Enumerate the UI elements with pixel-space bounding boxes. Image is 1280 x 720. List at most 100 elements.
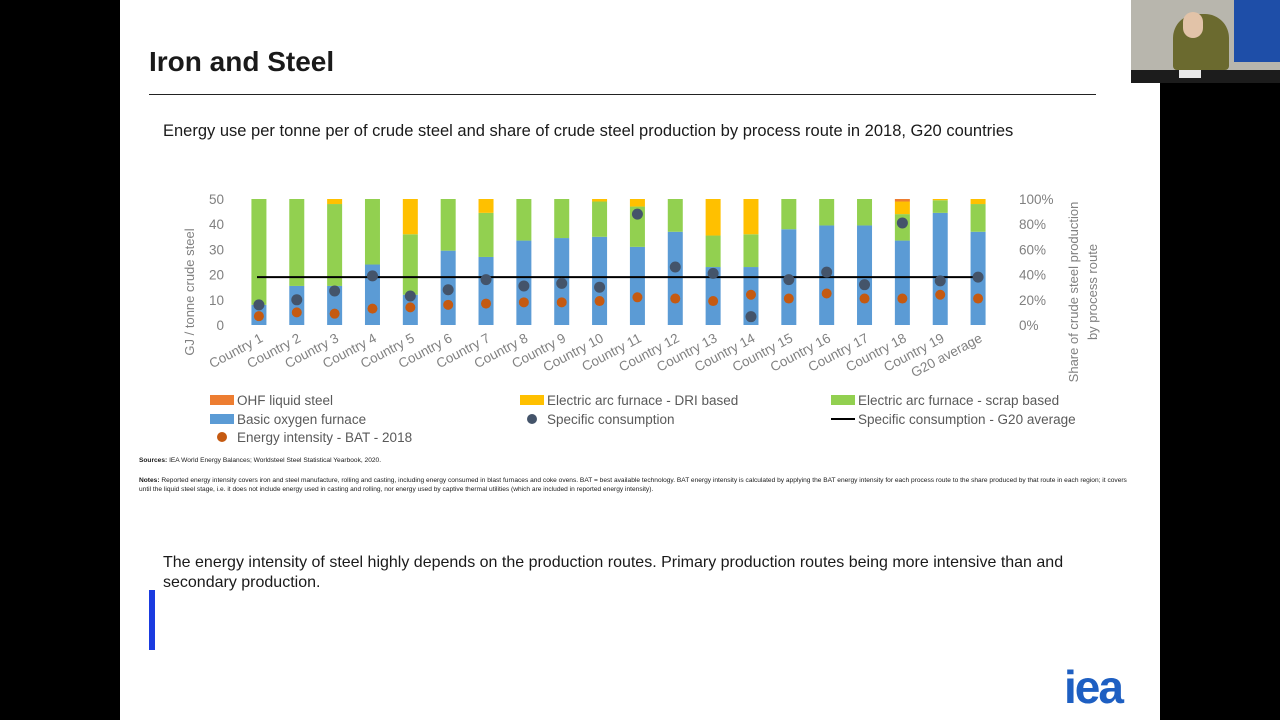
- bar-segment: [402, 234, 418, 295]
- bar-segment: [705, 267, 721, 325]
- y2-axis-title-line1: Share of crude steel production: [1066, 202, 1081, 383]
- bat-intensity-point: [594, 296, 605, 307]
- bar-segment: [289, 199, 305, 286]
- bat-intensity-point: [556, 297, 567, 308]
- sources-note: Sources: IEA World Energy Balances; Worl…: [139, 457, 381, 464]
- specific-consumption-point: [518, 280, 530, 292]
- y2-tick-label: 80%: [1019, 217, 1046, 232]
- legend-label: Electric arc furnace - DRI based: [547, 393, 738, 408]
- bat-intensity-point: [670, 293, 681, 304]
- y-tick-label: 0: [216, 318, 224, 333]
- y2-tick-label: 40%: [1019, 268, 1046, 283]
- bat-intensity-point: [897, 293, 908, 304]
- legend-label: Energy intensity - BAT - 2018: [237, 430, 412, 445]
- specific-consumption-point: [556, 277, 568, 289]
- bar-segment: [402, 199, 418, 235]
- legend-swatch: [520, 395, 544, 405]
- bar-segment: [478, 199, 494, 213]
- legend-marker: [527, 414, 537, 424]
- bar-segment: [592, 236, 608, 325]
- bar-segment: [327, 204, 343, 286]
- y2-axis-title-line2: by process route: [1085, 244, 1100, 340]
- bar-segment: [857, 225, 873, 325]
- bar-segment: [440, 199, 456, 251]
- specific-consumption-point: [329, 285, 341, 297]
- bar-segment: [932, 212, 948, 325]
- slide-title: Iron and Steel: [149, 46, 335, 77]
- body-paragraph: The energy intensity of steel highly dep…: [163, 554, 1064, 591]
- bar-segment: [819, 199, 835, 226]
- bat-intensity-point: [518, 297, 529, 308]
- legend-label: Specific consumption - G20 average: [858, 412, 1076, 427]
- specific-consumption-point: [783, 274, 795, 286]
- sources-label: Sources:: [139, 457, 168, 464]
- specific-consumption-point: [253, 299, 265, 311]
- legend-label: OHF liquid steel: [237, 393, 333, 408]
- notes-note: Notes: Reported energy intensity covers …: [139, 476, 1129, 494]
- bat-intensity-point: [253, 311, 264, 322]
- legend-swatch: [831, 395, 855, 405]
- specific-consumption-point: [594, 281, 606, 293]
- y2-tick-label: 60%: [1019, 242, 1046, 257]
- y-tick-label: 40: [209, 217, 224, 232]
- webcam-feed: [1131, 0, 1280, 83]
- specific-consumption-point: [745, 311, 757, 323]
- bat-intensity-point: [935, 289, 946, 300]
- legend-label: Electric arc furnace - scrap based: [858, 393, 1059, 408]
- bar-segment: [667, 199, 683, 232]
- bat-intensity-point: [745, 289, 756, 300]
- bar-segment: [629, 199, 645, 207]
- chart-subtitle: Energy use per tonne per of crude steel …: [163, 122, 1014, 140]
- bar-segment: [478, 256, 494, 325]
- specific-consumption-point: [366, 270, 378, 282]
- bat-intensity-point: [973, 293, 984, 304]
- bar-segment: [289, 285, 305, 325]
- bar-segment: [667, 231, 683, 325]
- bar-segment: [478, 212, 494, 257]
- bar-segment: [516, 199, 532, 241]
- legend-label: Basic oxygen furnace: [237, 412, 366, 427]
- webcam-flag: [1234, 0, 1280, 62]
- specific-consumption-point: [972, 271, 984, 283]
- specific-consumption-point: [896, 217, 908, 229]
- iea-logo: iea: [1064, 661, 1124, 713]
- bar-segment: [970, 204, 986, 232]
- webcam-desk: [1131, 70, 1280, 83]
- bar-segment: [327, 199, 343, 205]
- bat-intensity-point: [443, 299, 454, 310]
- notes-text: Reported energy intensity covers iron an…: [139, 477, 1127, 493]
- y-tick-label: 50: [209, 192, 224, 207]
- y2-tick-label: 20%: [1019, 293, 1046, 308]
- specific-consumption-point: [934, 275, 946, 287]
- bar-segment: [743, 234, 759, 268]
- energy-intensity-chart: 0 10 20 30 40 50 0% 20% 40% 60% 80% 100% GJ / tonne …: [182, 192, 1100, 445]
- sources-text: IEA World Energy Balances; Worldsteel St…: [169, 457, 382, 464]
- bar-segment: [781, 199, 797, 230]
- bat-intensity-point: [405, 302, 416, 313]
- bat-intensity-point: [481, 298, 492, 309]
- y-axis-title: GJ / tonne crude steel: [182, 228, 197, 355]
- bar-segment: [592, 201, 608, 237]
- specific-consumption-point: [859, 279, 871, 291]
- speaker-head: [1183, 12, 1203, 38]
- bat-intensity-point: [821, 288, 832, 299]
- notes-label: Notes:: [139, 477, 160, 484]
- y2-tick-label: 100%: [1019, 192, 1054, 207]
- bat-intensity-point: [329, 308, 340, 319]
- y-tick-label: 10: [209, 293, 224, 308]
- specific-consumption-point: [480, 274, 492, 286]
- title-divider: [149, 94, 1096, 95]
- bar-segment: [554, 199, 570, 239]
- bar-segment: [629, 246, 645, 325]
- specific-consumption-point: [291, 294, 303, 306]
- bar-segment: [251, 199, 267, 305]
- legend-swatch: [210, 414, 234, 424]
- legend-label: Specific consumption: [547, 412, 675, 427]
- bar-segment: [705, 199, 721, 236]
- bat-intensity-point: [291, 307, 302, 318]
- specific-consumption-point: [707, 267, 719, 279]
- bar-segment: [364, 199, 380, 265]
- bar-segment: [857, 199, 873, 226]
- name-plate: [1179, 70, 1201, 78]
- specific-consumption-point: [821, 266, 833, 278]
